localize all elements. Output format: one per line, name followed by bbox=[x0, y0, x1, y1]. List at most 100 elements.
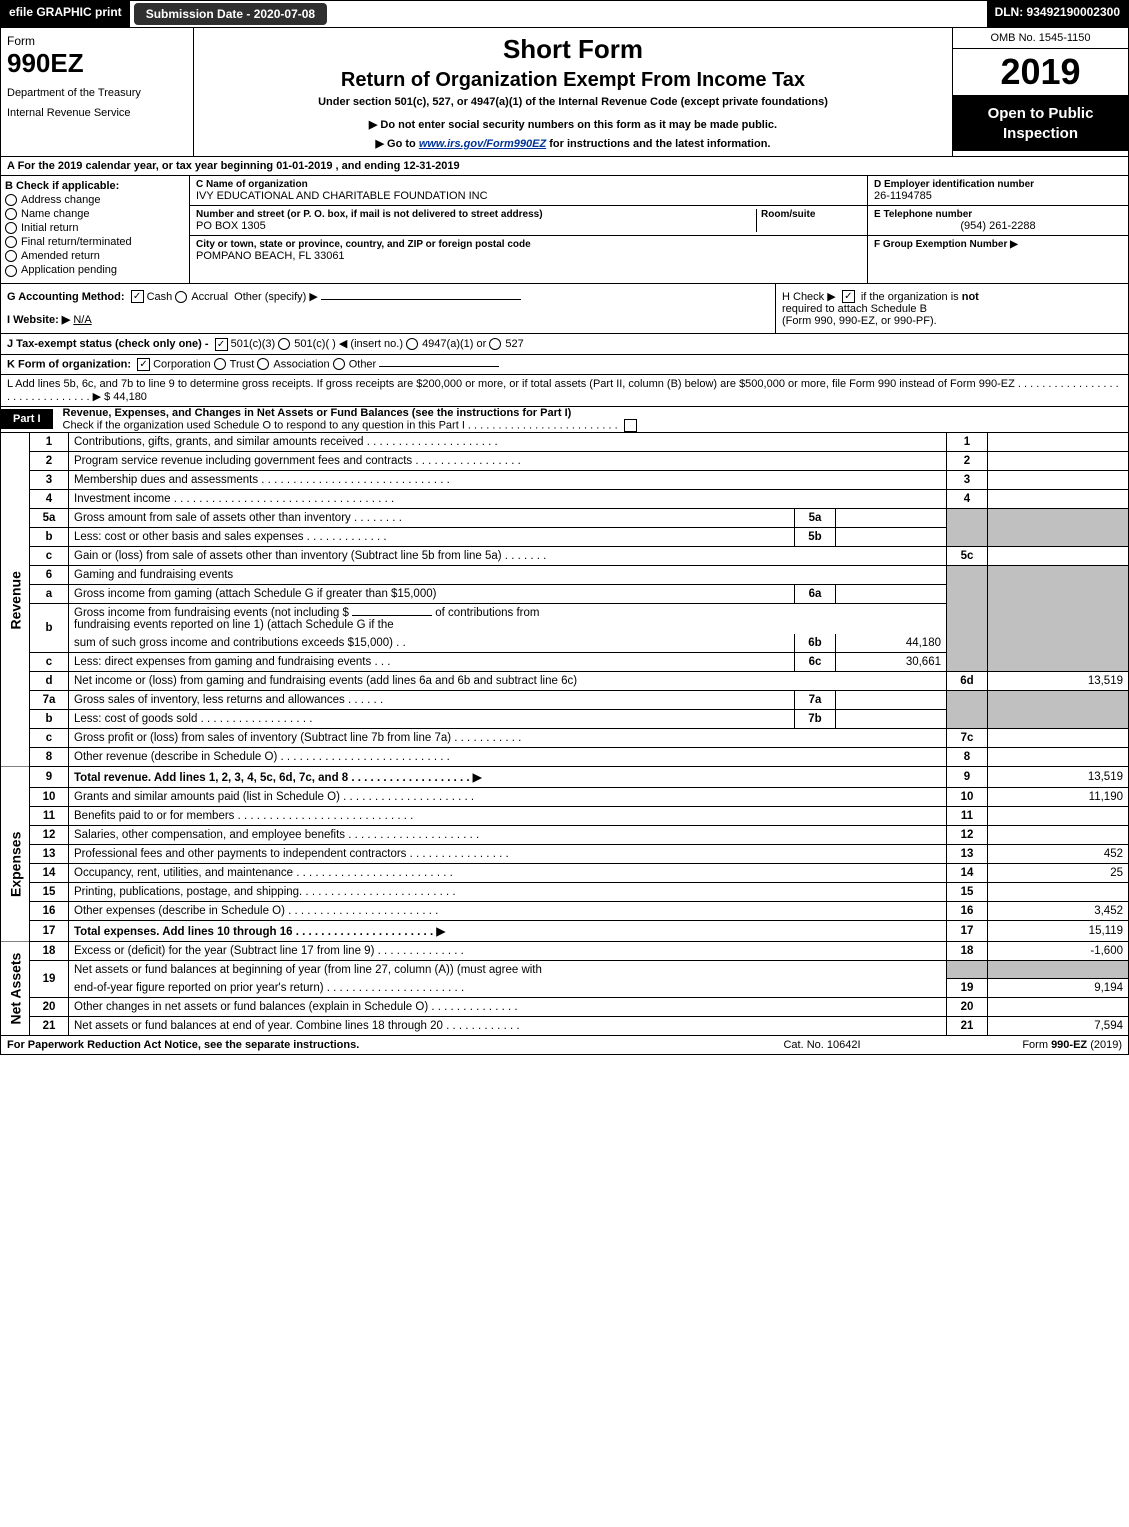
h-check: H Check ▶ ✓ if the organization is not r… bbox=[775, 284, 1128, 334]
row-5a: 5a Gross amount from sale of assets othe… bbox=[1, 508, 1129, 527]
g-accounting: G Accounting Method: ✓Cash Accrual Other… bbox=[1, 284, 775, 334]
ln6d-desc: Net income or (loss) from gaming and fun… bbox=[69, 671, 947, 690]
chk-address-change[interactable]: Address change bbox=[5, 194, 185, 206]
box-b: B Check if applicable: Address change Na… bbox=[1, 176, 190, 283]
ln3-num: 3 bbox=[30, 470, 69, 489]
ln19-num: 19 bbox=[30, 960, 69, 998]
ssn-notice: ▶ Do not enter social security numbers o… bbox=[200, 118, 946, 131]
row-9: 9 Total revenue. Add lines 1, 2, 3, 4, 5… bbox=[1, 766, 1129, 787]
short-form-title: Short Form bbox=[200, 34, 946, 65]
chk-name-change[interactable]: Name change bbox=[5, 208, 185, 220]
row-7c: c Gross profit or (loss) from sales of i… bbox=[1, 728, 1129, 747]
chk-amended-return[interactable]: Amended return bbox=[5, 250, 185, 262]
under-section: Under section 501(c), 527, or 4947(a)(1)… bbox=[200, 96, 946, 108]
ln3-desc: Membership dues and assessments . . . . … bbox=[69, 470, 947, 489]
j-label: J Tax-exempt status (check only one) - bbox=[7, 338, 209, 350]
ln10-num: 10 bbox=[30, 787, 69, 806]
ln2-rn: 2 bbox=[947, 451, 988, 470]
phone-label: E Telephone number bbox=[874, 209, 1122, 220]
part1-checkbox[interactable] bbox=[624, 419, 637, 432]
ln2-num: 2 bbox=[30, 451, 69, 470]
ln13-desc: Professional fees and other payments to … bbox=[69, 844, 947, 863]
other-specify-line[interactable] bbox=[321, 299, 521, 300]
ln7c-val bbox=[988, 728, 1129, 747]
row-12: 12 Salaries, other compensation, and emp… bbox=[1, 825, 1129, 844]
shaded-19 bbox=[947, 960, 988, 979]
part1-table: Revenue 1 Contributions, gifts, grants, … bbox=[0, 433, 1129, 1037]
circle-icon bbox=[5, 194, 17, 206]
ln21-rn: 21 bbox=[947, 1017, 988, 1036]
opt-name: Name change bbox=[21, 208, 90, 220]
org-name-row: C Name of organization IVY EDUCATIONAL A… bbox=[190, 176, 867, 206]
ln7b-desc: Less: cost of goods sold . . . . . . . .… bbox=[69, 709, 795, 728]
row-20: 20 Other changes in net assets or fund b… bbox=[1, 998, 1129, 1017]
group-exempt-row: F Group Exemption Number ▶ bbox=[868, 236, 1128, 253]
ln6d-rn: 6d bbox=[947, 671, 988, 690]
ln4-desc: Investment income . . . . . . . . . . . … bbox=[69, 489, 947, 508]
ln6b-sv: 44,180 bbox=[836, 634, 947, 653]
k-other-line[interactable] bbox=[379, 366, 499, 367]
ln17-num: 17 bbox=[30, 920, 69, 941]
ln7c-rn: 7c bbox=[947, 728, 988, 747]
other-label: Other (specify) ▶ bbox=[234, 291, 318, 303]
omb-number: OMB No. 1545-1150 bbox=[953, 28, 1128, 49]
k-other-radio[interactable] bbox=[333, 358, 345, 370]
form-word: Form bbox=[7, 34, 187, 48]
j-501c-radio[interactable] bbox=[278, 338, 290, 350]
info-block: B Check if applicable: Address change Na… bbox=[0, 176, 1129, 284]
ln3-val bbox=[988, 470, 1129, 489]
ln20-rn: 20 bbox=[947, 998, 988, 1017]
city-label: City or town, state or province, country… bbox=[196, 239, 861, 250]
ln11-desc: Benefits paid to or for members . . . . … bbox=[69, 806, 947, 825]
ln16-val: 3,452 bbox=[988, 901, 1129, 920]
ln17-val: 15,119 bbox=[988, 920, 1129, 941]
footer-form-num: 990-EZ bbox=[1051, 1039, 1087, 1051]
part1-check-line: Check if the organization used Schedule … bbox=[63, 419, 618, 431]
ln6b-blank[interactable] bbox=[352, 615, 432, 616]
room-label: Room/suite bbox=[761, 209, 861, 220]
chk-final-return[interactable]: Final return/terminated bbox=[5, 236, 185, 248]
ln14-desc: Occupancy, rent, utilities, and maintena… bbox=[69, 863, 947, 882]
street-value: PO BOX 1305 bbox=[196, 220, 756, 232]
goto-line: ▶ Go to www.irs.gov/Form990EZ for instru… bbox=[200, 137, 946, 150]
row-1: Revenue 1 Contributions, gifts, grants, … bbox=[1, 433, 1129, 452]
accrual-radio[interactable] bbox=[175, 291, 187, 303]
org-name-label: C Name of organization bbox=[196, 179, 861, 190]
ln9-num: 9 bbox=[30, 766, 69, 787]
h-text2: if the organization is bbox=[861, 291, 962, 303]
k-assoc-radio[interactable] bbox=[257, 358, 269, 370]
row-6d: d Net income or (loss) from gaming and f… bbox=[1, 671, 1129, 690]
row-17: 17 Total expenses. Add lines 10 through … bbox=[1, 920, 1129, 941]
opt-amended: Amended return bbox=[21, 250, 100, 262]
j-4947-radio[interactable] bbox=[406, 338, 418, 350]
k-corp-checkbox[interactable]: ✓ bbox=[137, 358, 150, 371]
ln8-num: 8 bbox=[30, 747, 69, 766]
shaded-19-val bbox=[988, 960, 1129, 979]
group-exempt-label: F Group Exemption Number ▶ bbox=[874, 239, 1122, 250]
footer-form-pre: Form bbox=[1022, 1039, 1051, 1051]
irs-link[interactable]: www.irs.gov/Form990EZ bbox=[419, 138, 546, 150]
j-501c3-checkbox[interactable]: ✓ bbox=[215, 338, 228, 351]
opt-initial: Initial return bbox=[21, 222, 78, 234]
k-trust-radio[interactable] bbox=[214, 358, 226, 370]
k-assoc: Association bbox=[273, 358, 329, 370]
tax-year: 2019 bbox=[953, 49, 1128, 96]
h-checkbox[interactable]: ✓ bbox=[842, 290, 855, 303]
ln7c-num: c bbox=[30, 728, 69, 747]
chk-initial-return[interactable]: Initial return bbox=[5, 222, 185, 234]
ln9-val: 13,519 bbox=[988, 766, 1129, 787]
shaded-6-val bbox=[988, 565, 1129, 671]
cash-checkbox[interactable]: ✓ bbox=[131, 290, 144, 303]
j-527: 527 bbox=[505, 338, 523, 350]
j-527-radio[interactable] bbox=[489, 338, 501, 350]
ln12-num: 12 bbox=[30, 825, 69, 844]
ln11-rn: 11 bbox=[947, 806, 988, 825]
ln5a-num: 5a bbox=[30, 508, 69, 527]
footer-catno: Cat. No. 10642I bbox=[722, 1039, 922, 1051]
circle-icon bbox=[5, 250, 17, 262]
ln6d-val: 13,519 bbox=[988, 671, 1129, 690]
efile-graphic-print[interactable]: efile GRAPHIC print bbox=[1, 1, 130, 27]
j-4947: 4947(a)(1) or bbox=[422, 338, 486, 350]
chk-application-pending[interactable]: Application pending bbox=[5, 264, 185, 276]
ln19-desc1: Net assets or fund balances at beginning… bbox=[69, 960, 947, 979]
